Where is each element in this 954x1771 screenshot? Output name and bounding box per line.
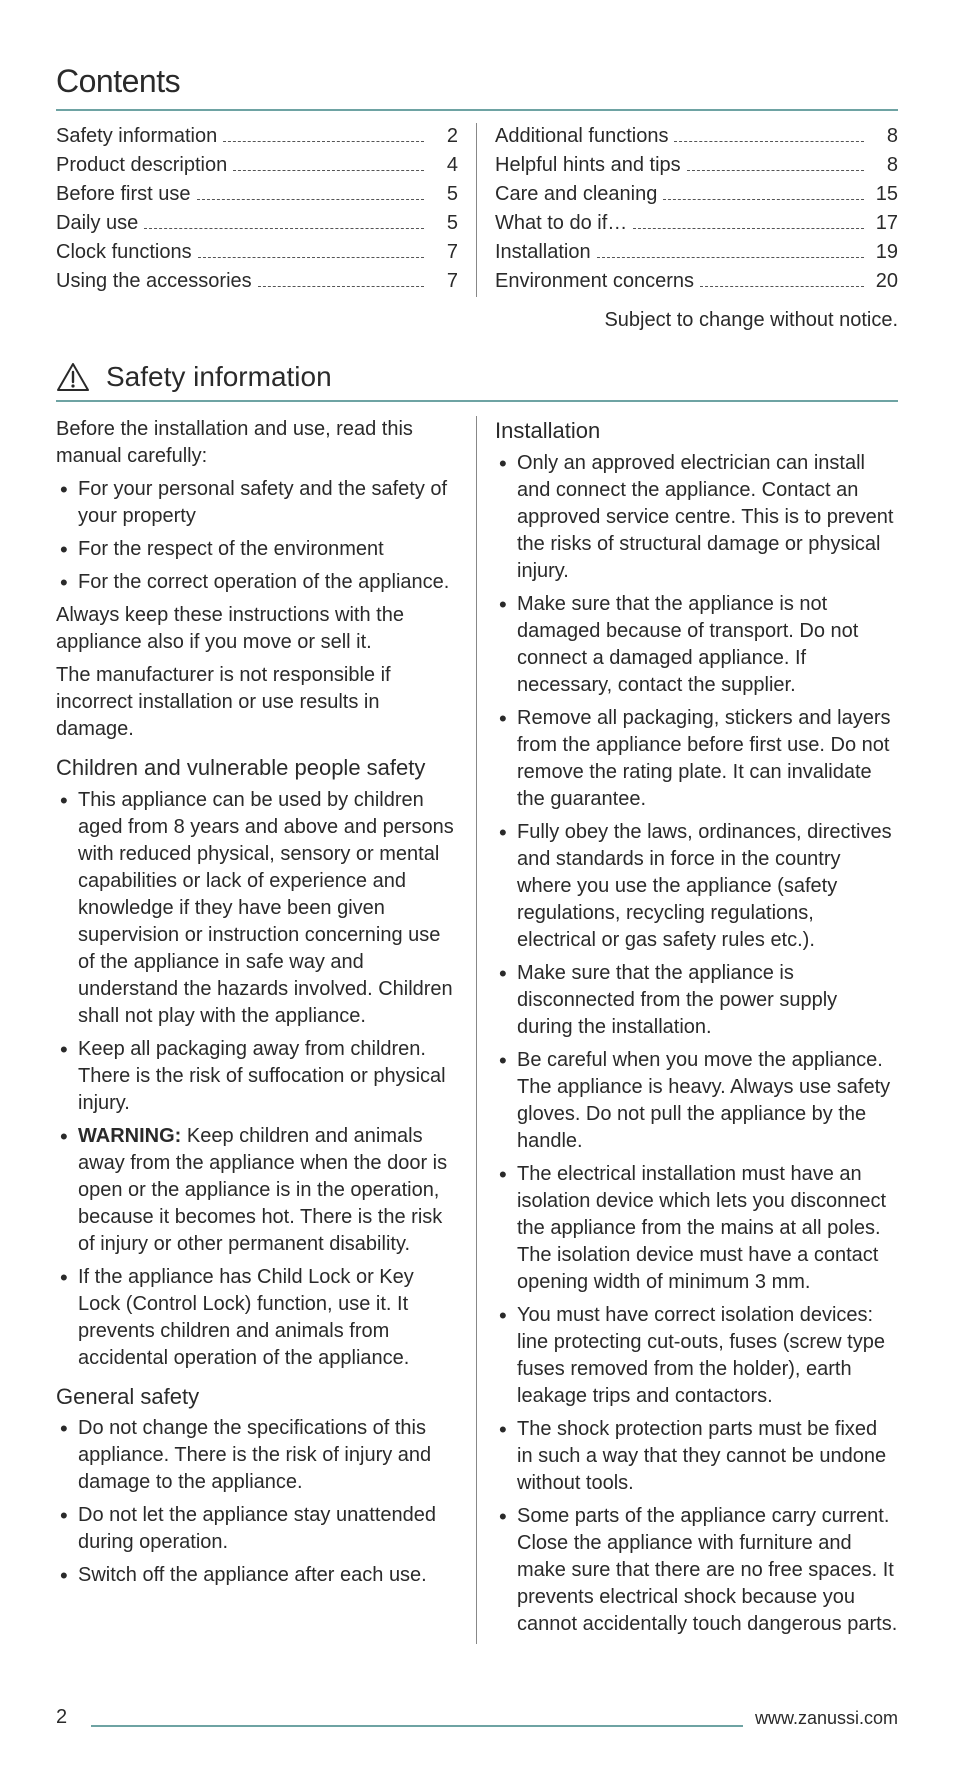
list-item: Keep all packaging away from children. T… <box>56 1036 458 1117</box>
list-item: Do not let the appliance stay unattended… <box>56 1502 458 1556</box>
toc-label: Additional functions <box>495 123 668 150</box>
toc-page: 7 <box>430 268 458 295</box>
body-col-right: Installation Only an approved electricia… <box>477 416 898 1644</box>
safety-section-head: Safety information <box>56 358 898 396</box>
toc-row: What to do if… 17 <box>495 210 898 237</box>
contents-rule <box>56 109 898 111</box>
toc-leader <box>233 170 424 171</box>
safety-rule <box>56 400 898 402</box>
toc-label: Clock functions <box>56 239 192 266</box>
toc-row: Clock functions 7 <box>56 239 458 266</box>
toc-leader <box>687 170 864 171</box>
list-item: For your personal safety and the safety … <box>56 476 458 530</box>
list-item: Fully obey the laws, ordinances, directi… <box>495 819 898 954</box>
safety-heading: Safety information <box>106 358 332 396</box>
toc-row: Daily use 5 <box>56 210 458 237</box>
keep-para: Always keep these instructions with the … <box>56 602 458 656</box>
toc-row: Helpful hints and tips 8 <box>495 152 898 179</box>
toc-label: Daily use <box>56 210 138 237</box>
toc-label: Helpful hints and tips <box>495 152 681 179</box>
list-item: Be careful when you move the appliance. … <box>495 1047 898 1155</box>
toc-leader <box>663 199 864 200</box>
contents-heading: Contents <box>56 60 898 103</box>
toc-label: What to do if… <box>495 210 627 237</box>
list-item: You must have correct isolation devices:… <box>495 1302 898 1410</box>
toc-label: Before first use <box>56 181 191 208</box>
children-heading: Children and vulnerable people safety <box>56 753 458 783</box>
installation-heading: Installation <box>495 416 898 446</box>
toc-row: Care and cleaning 15 <box>495 181 898 208</box>
list-item: Some parts of the appliance carry curren… <box>495 1503 898 1638</box>
toc-col-left: Safety information 2 Product description 4… <box>56 123 477 297</box>
toc-leader <box>597 257 864 258</box>
website-url: www.zanussi.com <box>755 1706 898 1730</box>
toc-row: Before first use 5 <box>56 181 458 208</box>
general-heading: General safety <box>56 1382 458 1412</box>
toc-row: Installation 19 <box>495 239 898 266</box>
installation-bullets: Only an approved electrician can install… <box>495 450 898 1638</box>
children-bullets: This appliance can be used by children a… <box>56 787 458 1372</box>
toc-page: 20 <box>870 268 898 295</box>
toc-page: 4 <box>430 152 458 179</box>
toc-row: Using the accessories 7 <box>56 268 458 295</box>
list-item: Make sure that the appliance is disconne… <box>495 960 898 1041</box>
intro-bullets: For your personal safety and the safety … <box>56 476 458 596</box>
toc-row: Additional functions 8 <box>495 123 898 150</box>
toc-page: 7 <box>430 239 458 266</box>
list-item: The electrical installation must have an… <box>495 1161 898 1296</box>
toc-leader <box>198 257 424 258</box>
toc-page: 5 <box>430 210 458 237</box>
list-item: Switch off the appliance after each use. <box>56 1562 458 1589</box>
toc-page: 17 <box>870 210 898 237</box>
list-item: This appliance can be used by children a… <box>56 787 458 1030</box>
toc-leader <box>633 228 864 229</box>
body-col-left: Before the installation and use, read th… <box>56 416 477 1644</box>
list-item: For the correct operation of the applian… <box>56 569 458 596</box>
toc-leader <box>223 141 424 142</box>
toc: Safety information 2 Product description 4… <box>56 123 898 297</box>
list-item: If the appliance has Child Lock or Key L… <box>56 1264 458 1372</box>
list-item: WARNING: Keep children and animals away … <box>56 1123 458 1258</box>
list-item: For the respect of the environment <box>56 536 458 563</box>
change-notice: Subject to change without notice. <box>56 307 898 334</box>
toc-page: 2 <box>430 123 458 150</box>
toc-page: 19 <box>870 239 898 266</box>
body-columns: Before the installation and use, read th… <box>56 416 898 1644</box>
toc-leader <box>700 286 864 287</box>
footer-rule <box>91 1725 743 1727</box>
page-number: 2 <box>56 1704 67 1731</box>
toc-row: Environment concerns 20 <box>495 268 898 295</box>
toc-page: 8 <box>870 152 898 179</box>
page-footer: 2 www.zanussi.com <box>56 1704 898 1731</box>
toc-label: Product description <box>56 152 227 179</box>
toc-label: Environment concerns <box>495 268 694 295</box>
list-item: Make sure that the appliance is not dama… <box>495 591 898 699</box>
list-item: Only an approved electrician can install… <box>495 450 898 585</box>
list-item: Remove all packaging, stickers and layer… <box>495 705 898 813</box>
toc-leader <box>144 228 424 229</box>
list-item: Do not change the specifications of this… <box>56 1415 458 1496</box>
toc-label: Using the accessories <box>56 268 252 295</box>
general-bullets: Do not change the specifications of this… <box>56 1415 458 1589</box>
toc-row: Product description 4 <box>56 152 458 179</box>
toc-label: Installation <box>495 239 591 266</box>
toc-label: Safety information <box>56 123 217 150</box>
toc-leader <box>674 141 864 142</box>
mfr-para: The manufacturer is not responsible if i… <box>56 662 458 743</box>
toc-label: Care and cleaning <box>495 181 657 208</box>
footer-rule-wrap <box>91 1725 743 1727</box>
intro-para: Before the installation and use, read th… <box>56 416 458 470</box>
toc-page: 15 <box>870 181 898 208</box>
list-item: The shock protection parts must be fixed… <box>495 1416 898 1497</box>
toc-page: 8 <box>870 123 898 150</box>
toc-row: Safety information 2 <box>56 123 458 150</box>
toc-col-right: Additional functions 8 Helpful hints and … <box>477 123 898 297</box>
toc-leader <box>258 286 424 287</box>
toc-leader <box>197 199 424 200</box>
toc-page: 5 <box>430 181 458 208</box>
warning-triangle-icon <box>56 362 90 392</box>
